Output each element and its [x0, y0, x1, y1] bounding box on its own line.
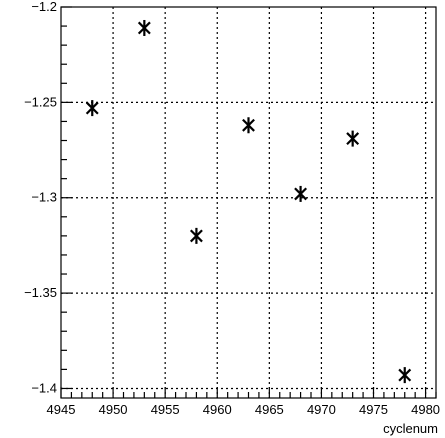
y-tick-label: −1.2	[31, 0, 57, 14]
x-tick-label: 4960	[203, 402, 232, 417]
data-point	[85, 100, 99, 117]
x-tick-label: 4975	[359, 402, 388, 417]
data-point	[294, 185, 308, 202]
x-tick-label: 4950	[99, 402, 128, 417]
x-tick-labels: 4945 4950 4955 4960 4965 4970 4975 4980	[47, 402, 441, 417]
y-tick-label: −1.3	[31, 190, 57, 205]
axis-ticks	[60, 6, 437, 398]
data-point	[346, 130, 360, 147]
x-tick-label: 4965	[255, 402, 284, 417]
data-points	[85, 19, 412, 384]
y-tick-label: −1.35	[24, 285, 57, 300]
data-point	[242, 117, 255, 134]
plot-frame	[60, 6, 437, 399]
x-tick-label: 4970	[307, 402, 336, 417]
data-point	[137, 19, 151, 36]
x-tick-label: 4955	[151, 402, 180, 417]
grid-lines	[61, 7, 436, 398]
x-tick-label: 4945	[47, 402, 76, 417]
y-tick-label: −1.25	[24, 94, 57, 109]
x-tick-label: 4980	[411, 402, 440, 417]
y-tick-labels: −1.2 −1.25 −1.3 −1.35 −1.4	[24, 0, 57, 395]
data-point	[398, 367, 412, 384]
x-axis-title: cyclenum	[383, 421, 438, 436]
y-tick-label: −1.4	[31, 380, 57, 395]
data-point	[189, 227, 203, 244]
